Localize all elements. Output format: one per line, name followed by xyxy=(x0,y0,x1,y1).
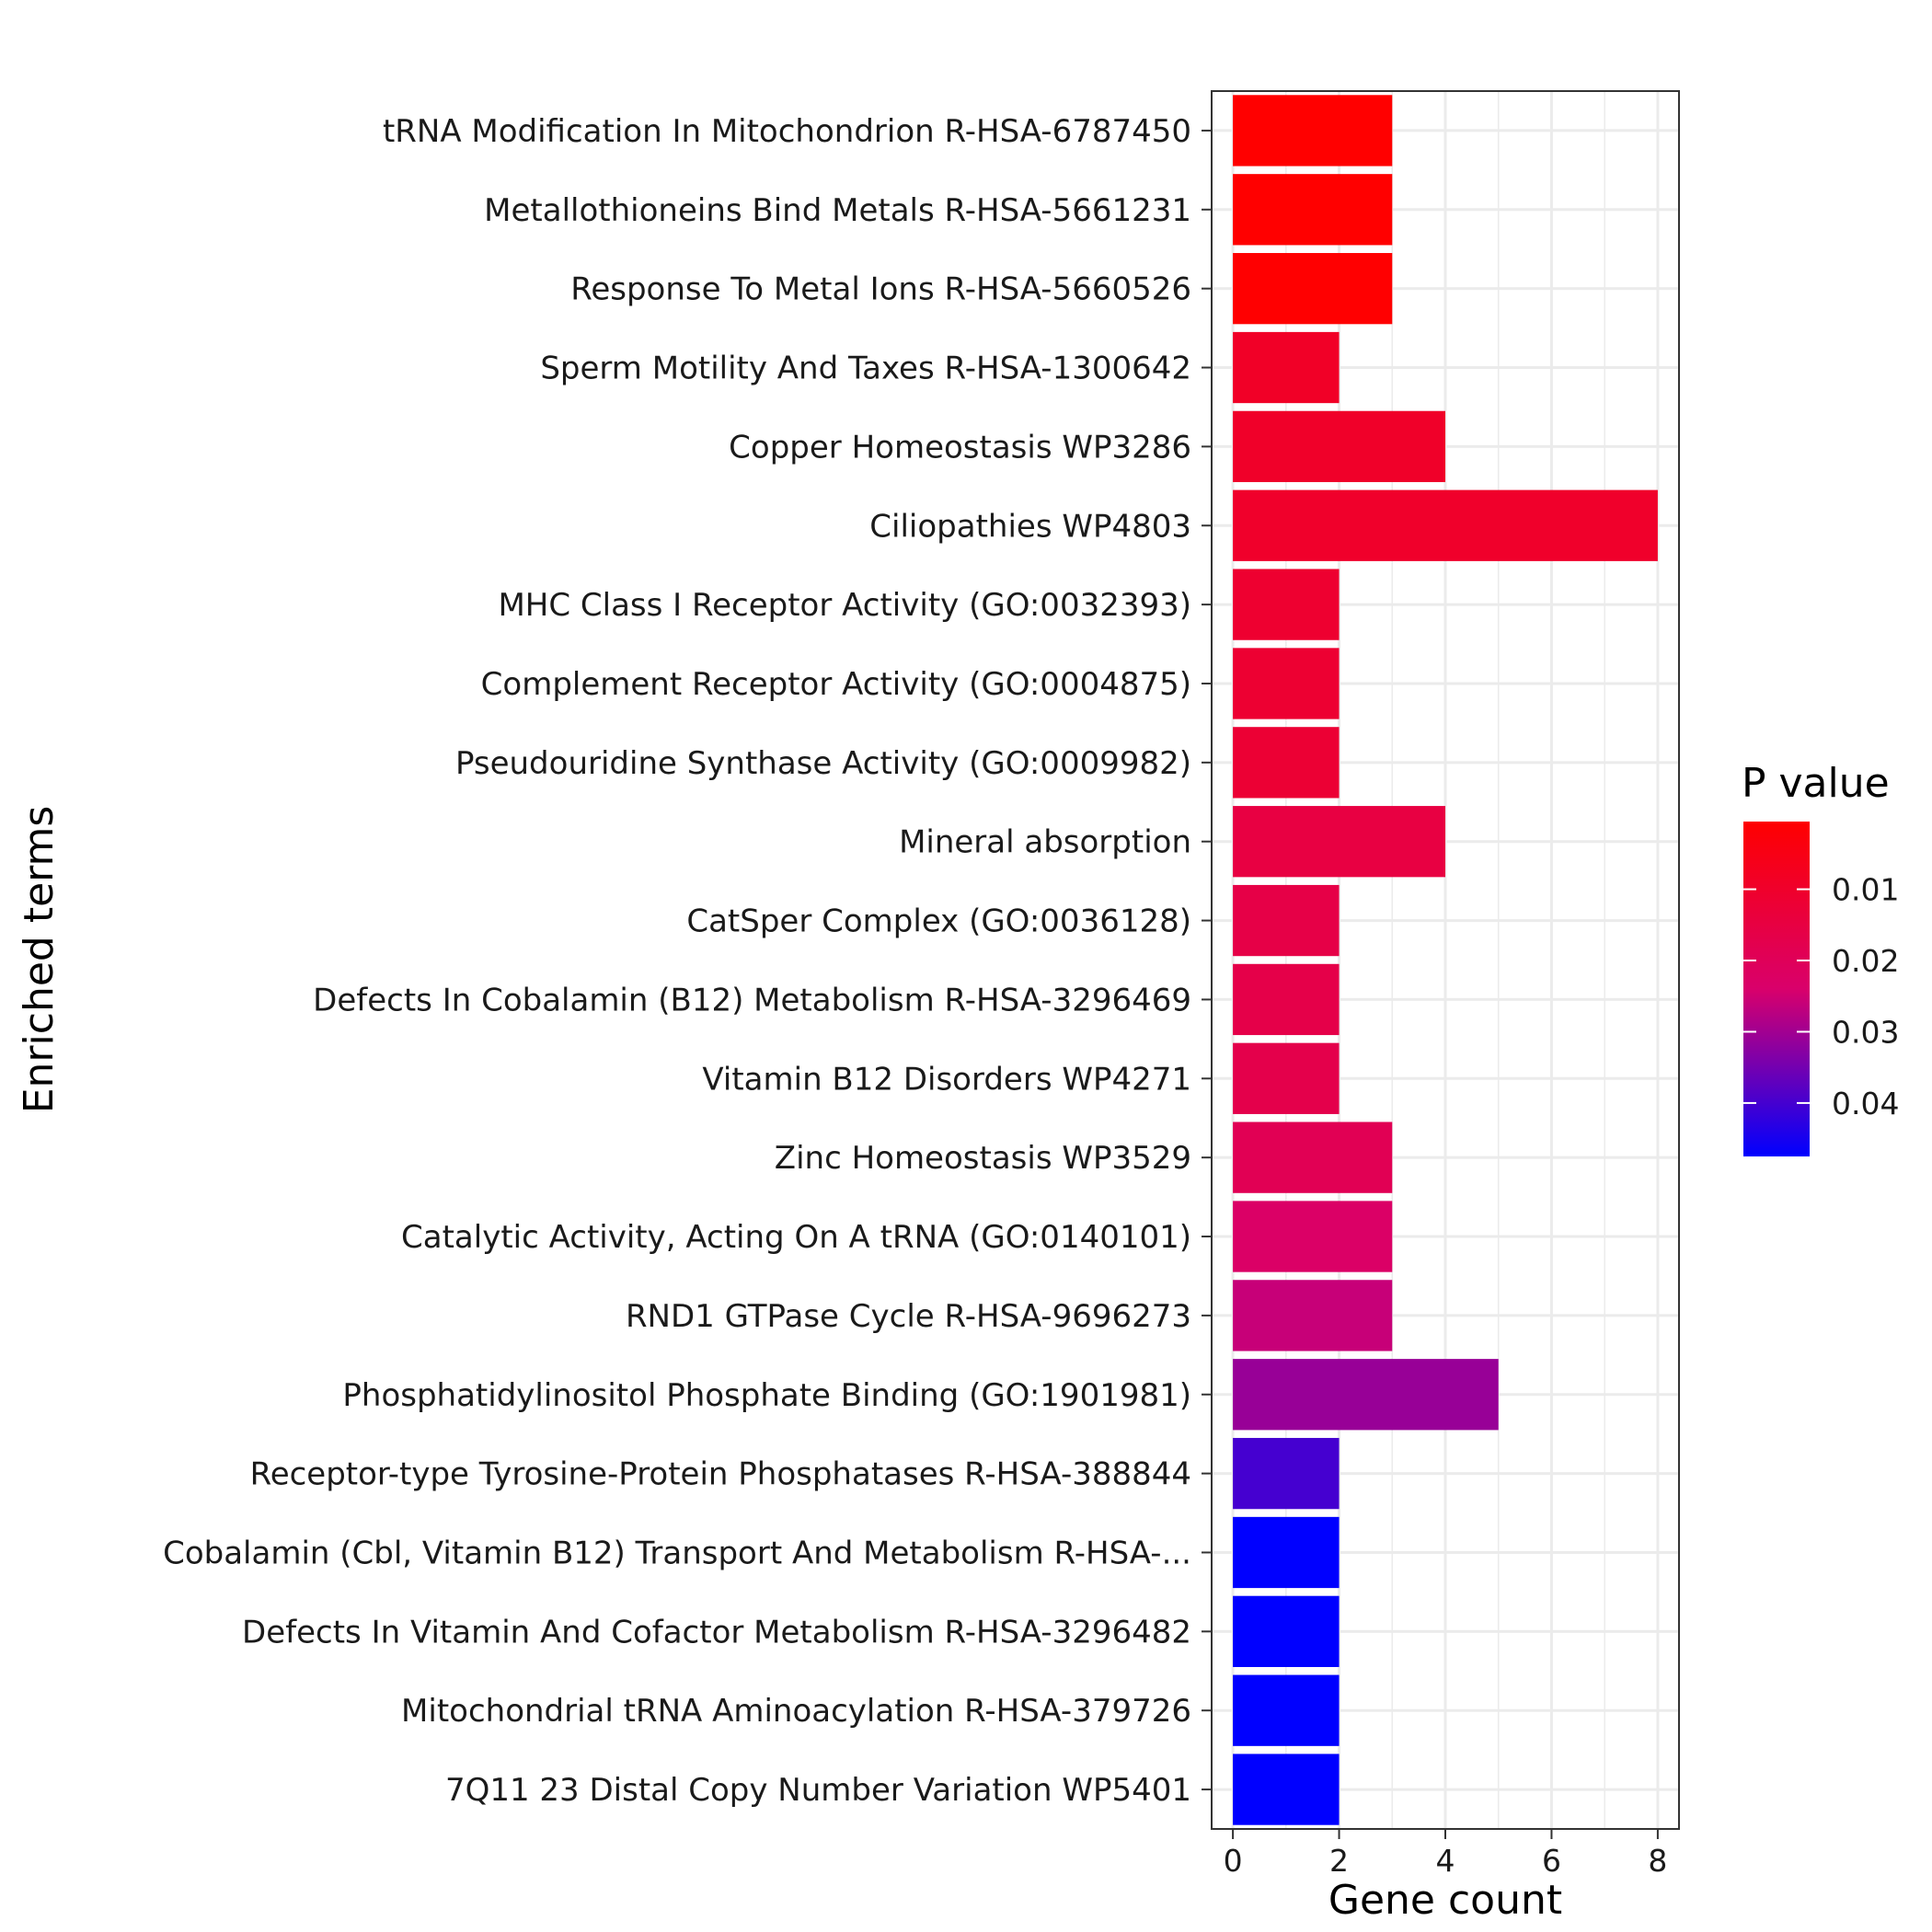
y-tick-label: Catalytic Activity, Acting On A tRNA (GO… xyxy=(401,1219,1191,1256)
legend-colorbar xyxy=(1743,822,1810,1156)
bar xyxy=(1233,1359,1499,1431)
y-tick-label: tRNA Modification In Mitochondrion R-HSA… xyxy=(383,113,1191,150)
bar xyxy=(1233,1595,1340,1667)
bar xyxy=(1233,331,1340,404)
bar xyxy=(1233,884,1340,957)
bar xyxy=(1233,1437,1340,1510)
legend-tick-label: 0.03 xyxy=(1832,1014,1899,1050)
legend-tick-label: 0.04 xyxy=(1832,1086,1899,1121)
bar xyxy=(1233,410,1445,483)
y-tick-label: Complement Receptor Activity (GO:0004875… xyxy=(481,666,1191,703)
bar xyxy=(1233,1674,1340,1746)
bar xyxy=(1233,1201,1393,1272)
y-tick-label: Response To Metal Ions R-HSA-5660526 xyxy=(570,271,1191,308)
bar xyxy=(1233,727,1340,799)
y-tick-label: RND1 GTPase Cycle R-HSA-9696273 xyxy=(626,1298,1191,1335)
x-axis-title: Gene count xyxy=(1328,1877,1562,1924)
bar xyxy=(1233,806,1445,878)
legend-ticks: 0.01 0.02 0.03 0.04 xyxy=(1743,872,1899,1121)
y-tick-label: Sperm Motility And Taxes R-HSA-1300642 xyxy=(540,351,1191,387)
x-tick-label: 6 xyxy=(1542,1843,1561,1879)
bar xyxy=(1233,1280,1393,1351)
y-tick-label: Zinc Homeostasis WP3529 xyxy=(775,1140,1191,1177)
y-tick-label: Metallothioneins Bind Metals R-HSA-56612… xyxy=(484,192,1191,229)
bar xyxy=(1233,1516,1340,1589)
bar xyxy=(1233,489,1658,561)
y-tick-label: Receptor-type Tyrosine-Protein Phosphata… xyxy=(250,1456,1191,1493)
bar xyxy=(1233,95,1393,167)
y-tick-label: Vitamin B12 Disorders WP4271 xyxy=(702,1061,1191,1098)
x-axis: 0 2 4 6 8 xyxy=(1224,1829,1667,1879)
y-tick-label: MHC Class I Receptor Activity (GO:003239… xyxy=(498,587,1191,624)
x-tick-label: 4 xyxy=(1436,1843,1455,1879)
x-tick-label: 0 xyxy=(1224,1843,1243,1879)
x-tick-label: 2 xyxy=(1329,1843,1349,1879)
y-tick-label: Mitochondrial tRNA Aminoacylation R-HSA-… xyxy=(401,1693,1191,1730)
bars xyxy=(1233,95,1658,1825)
bar xyxy=(1233,174,1393,246)
bar xyxy=(1233,569,1340,640)
y-tick-label: Defects In Cobalamin (B12) Metabolism R-… xyxy=(313,982,1191,1018)
x-tick-label: 8 xyxy=(1648,1843,1667,1879)
y-tick-label: Phosphatidylinositol Phosphate Binding (… xyxy=(342,1377,1191,1414)
y-tick-label: CatSper Complex (GO:0036128) xyxy=(686,903,1191,940)
y-axis-title: Enriched terms xyxy=(16,806,63,1114)
bar xyxy=(1233,1121,1393,1193)
y-tick-label: Pseudouridine Synthase Activity (GO:0009… xyxy=(455,745,1191,782)
legend-tick-label: 0.01 xyxy=(1832,872,1899,908)
y-tick-label: Defects In Vitamin And Cofactor Metaboli… xyxy=(242,1614,1191,1650)
y-tick-label: Ciliopathies WP4803 xyxy=(869,508,1191,545)
y-tick-label: Mineral absorption xyxy=(899,824,1191,861)
y-axis: tRNA Modification In Mitochondrion R-HSA… xyxy=(163,113,1212,1809)
legend-tick-label: 0.02 xyxy=(1832,943,1899,979)
bar xyxy=(1233,648,1340,719)
bar xyxy=(1233,253,1393,325)
bar xyxy=(1233,1754,1340,1825)
bar xyxy=(1233,963,1340,1036)
legend-title: P value xyxy=(1742,760,1890,807)
y-tick-label: 7Q11 23 Distal Copy Number Variation WP5… xyxy=(445,1772,1191,1809)
y-tick-label: Copper Homeostasis WP3286 xyxy=(729,429,1191,466)
bar xyxy=(1233,1042,1340,1114)
y-tick-label: Cobalamin (Cbl, Vitamin B12) Transport A… xyxy=(163,1535,1191,1571)
legend: P value 0.01 0.02 0.03 0.04 xyxy=(1742,760,1899,1156)
